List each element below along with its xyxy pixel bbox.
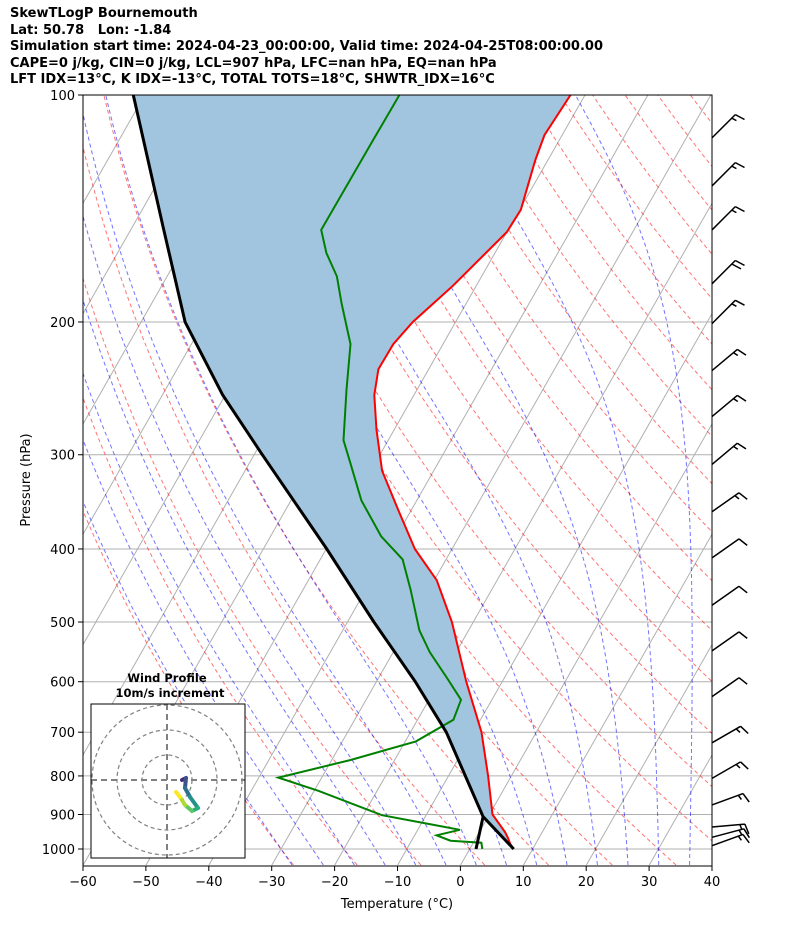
moist-adiabat (575, 95, 693, 865)
x-tick-label: 30 (641, 875, 658, 890)
dry-adiabat (266, 95, 712, 735)
x-tick-label: 20 (578, 875, 595, 890)
isotherm (460, 422, 712, 866)
cape-cin-shading (133, 95, 571, 849)
x-tick-label: −10 (384, 875, 411, 890)
moist-adiabat (713, 95, 741, 865)
indices-1: CAPE=0 j/kg, CIN=0 j/kg, LCL=907 hPa, LF… (10, 55, 497, 71)
y-tick-label: 600 (50, 676, 75, 691)
wind-barb (711, 538, 748, 559)
wind-barb (711, 299, 745, 325)
lcl-line (474, 816, 485, 850)
y-tick-label: 500 (50, 616, 75, 631)
x-tick-label: 0 (456, 875, 464, 890)
y-tick-label: 1000 (42, 843, 75, 858)
y-tick-label: 300 (50, 449, 75, 464)
dry-adiabat (657, 95, 712, 168)
dry-adiabat (592, 95, 712, 255)
dry-adiabat (331, 95, 712, 632)
x-tick-label: −50 (132, 875, 159, 890)
moist-adiabat (83, 371, 355, 866)
isotherm (334, 202, 712, 866)
x-tick-label: −40 (195, 875, 222, 890)
wind-barb (711, 585, 748, 606)
x-tick-label: −60 (69, 875, 96, 890)
times: Simulation start time: 2024-04-23_00:00:… (10, 39, 603, 54)
y-tick-label: 700 (50, 726, 75, 741)
dry-adiabat (233, 95, 712, 788)
profiles (131, 95, 572, 851)
y-tick-label: 800 (50, 770, 75, 785)
dry-adiabat (429, 95, 712, 485)
wind-barb (711, 259, 745, 285)
isotherm (648, 753, 712, 866)
x-axis-label: Temperature (°C) (340, 897, 453, 912)
moist-adiabat (105, 95, 477, 866)
chart-header: SkewTLogP Bournemouth Lat: 50.78 Lon: -1.… (10, 6, 603, 89)
isotherm (0, 95, 19, 865)
wind-barb (711, 792, 750, 806)
dry-adiabat (624, 95, 712, 211)
wind-barb (711, 761, 749, 780)
dry-adiabat (526, 95, 712, 345)
isotherm (523, 533, 712, 866)
moist-adiabat (350, 95, 629, 866)
moist-adiabat (276, 95, 598, 866)
wind-barb (711, 442, 747, 466)
wind-barb (711, 161, 745, 187)
hodograph-segment (188, 795, 200, 810)
x-tick-label: 40 (704, 875, 721, 890)
dry-adiabat (83, 144, 486, 866)
wind-barb (711, 725, 749, 744)
y-tick-label: 400 (50, 543, 75, 558)
hodograph-segment (174, 790, 182, 799)
hodograph-title: Wind Profile (127, 671, 207, 685)
title: SkewTLogP Bournemouth (10, 6, 198, 21)
wind-barb (711, 631, 748, 652)
hodograph-frame (90, 703, 246, 859)
dry-adiabat (103, 95, 549, 866)
dry-adiabat (298, 95, 712, 683)
hodograph-subtitle: 10m/s increment (116, 686, 225, 700)
wind-barb (711, 348, 747, 372)
parcel-line (131, 95, 515, 851)
dry-adiabat (83, 396, 358, 866)
wind-barb (711, 492, 748, 513)
isotherm (83, 95, 209, 315)
dewpoint-line (274, 95, 484, 850)
x-tick-label: −20 (321, 875, 348, 890)
hodograph: Wind Profile 10m/s increment (90, 671, 246, 859)
wind-barb (711, 113, 745, 139)
dry-adiabat (83, 509, 294, 866)
wind-barb (711, 828, 751, 839)
isotherm (711, 864, 712, 865)
wind-barb (711, 677, 748, 698)
isotherm (208, 95, 649, 866)
y-tick-label: 100 (50, 89, 75, 104)
temperature-line (373, 95, 572, 850)
moist-adiabat (83, 500, 293, 866)
wind-barb (711, 833, 750, 847)
axis-ticks: −60 −50 −40 −30 −20 −10 0 10 20 30 40 100 200 300 400 5… (42, 89, 720, 890)
moist-adiabat (83, 298, 386, 866)
x-tick-label: −30 (258, 875, 285, 890)
indices-2: LFT IDX=13°C, K IDX=-13°C, TOTAL TOTS=18… (10, 72, 495, 87)
moist-adiabat (83, 214, 417, 866)
dry-adiabat (461, 95, 712, 438)
wind-barb (711, 205, 745, 231)
dry-adiabat (559, 95, 712, 300)
isotherm (585, 643, 712, 866)
x-tick-label: 10 (515, 875, 532, 890)
y-tick-label: 900 (50, 808, 75, 823)
wind-barb (711, 394, 747, 418)
isotherm (0, 95, 82, 865)
y-tick-label: 200 (50, 316, 75, 331)
wind-barbs (711, 113, 751, 847)
y-axis-label: Pressure (hPa) (19, 433, 34, 526)
location: Lat: 50.78 Lon: -1.84 (10, 22, 172, 38)
moist-adiabat (447, 95, 660, 865)
moist-adiabat (83, 438, 324, 866)
